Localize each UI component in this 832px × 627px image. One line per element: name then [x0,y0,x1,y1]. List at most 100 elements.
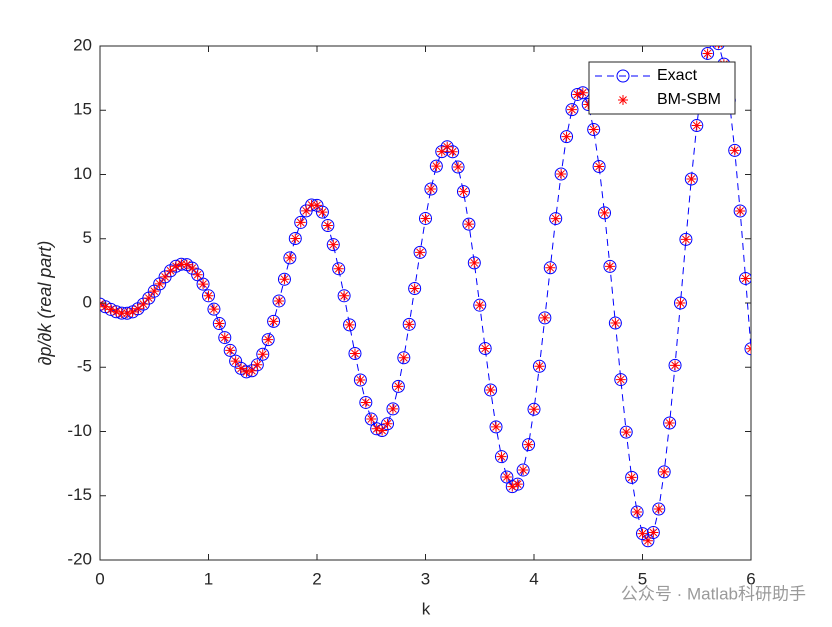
marker [381,417,395,431]
marker [560,130,574,144]
marker [735,205,746,216]
marker [109,305,123,319]
marker [203,290,214,301]
legend-box [588,61,736,115]
marker [277,272,291,286]
marker [187,263,198,274]
marker [436,146,447,157]
marker [480,343,491,354]
marker [550,213,561,224]
marker [614,373,628,387]
marker [397,351,411,365]
marker [274,295,285,306]
x-tick-label: 1 [204,569,213,588]
marker [424,182,438,196]
x-tick-label: 4 [529,569,538,588]
legend-label: BM-SBM [657,91,721,108]
marker [142,291,156,305]
marker [288,231,302,245]
marker [527,402,541,416]
marker [610,318,621,329]
y-axis-label: ∂p/∂k (real part) [35,241,55,366]
marker [690,119,704,133]
marker [415,247,426,258]
marker [236,363,247,374]
marker [420,213,431,224]
marker [386,402,400,416]
x-tick-label: 5 [638,569,647,588]
marker [469,257,480,268]
marker [511,477,525,491]
marker [364,412,378,426]
marker [554,167,568,181]
marker [556,168,567,179]
marker [632,506,643,517]
marker [344,319,355,330]
marker [212,317,226,331]
marker [691,120,702,131]
marker [192,269,203,280]
marker [100,301,111,312]
marker [447,146,458,157]
marker [532,359,546,373]
marker [339,290,350,301]
marker [208,304,219,315]
marker [608,316,622,330]
marker [196,277,210,291]
marker [626,472,637,483]
marker [398,352,409,363]
marker [648,527,659,538]
x-tick-label: 3 [421,569,430,588]
marker [429,159,443,173]
marker [467,256,481,270]
marker [637,528,648,539]
marker [343,318,357,332]
marker [312,200,322,211]
marker [642,535,653,546]
marker [250,358,264,372]
marker [599,207,610,218]
marker [116,308,127,319]
marker [673,296,687,310]
marker [359,395,373,409]
marker [279,274,290,285]
marker [377,425,388,436]
marker [485,384,496,395]
marker [462,217,476,231]
marker [268,316,279,327]
marker [198,279,209,290]
marker [494,450,508,464]
marker [522,438,536,452]
marker [214,318,225,329]
marker [122,308,133,319]
marker [451,160,465,174]
y-tick-label: -10 [67,421,92,440]
marker [294,215,308,229]
watermark: 公众号 · Matlab科研助手 [621,584,806,603]
legend: Exact BM-SBM [588,61,736,115]
marker [283,251,297,265]
y-tick-label: 20 [73,35,92,54]
marker [263,334,274,345]
marker [545,262,556,273]
marker [538,311,552,325]
marker [241,366,252,377]
marker [328,239,339,250]
marker [684,172,698,186]
marker [185,261,199,275]
marker [603,259,617,273]
marker [680,234,691,245]
marker [132,303,143,314]
marker [534,361,545,372]
marker [332,262,346,276]
marker [127,306,138,317]
marker [453,162,464,173]
marker [252,359,263,370]
x-tick-label: 0 [95,569,104,588]
marker [295,217,306,228]
x-axis-label: k [422,599,431,618]
marker [261,333,275,347]
marker [348,347,362,361]
marker [225,345,236,356]
marker [176,259,187,270]
